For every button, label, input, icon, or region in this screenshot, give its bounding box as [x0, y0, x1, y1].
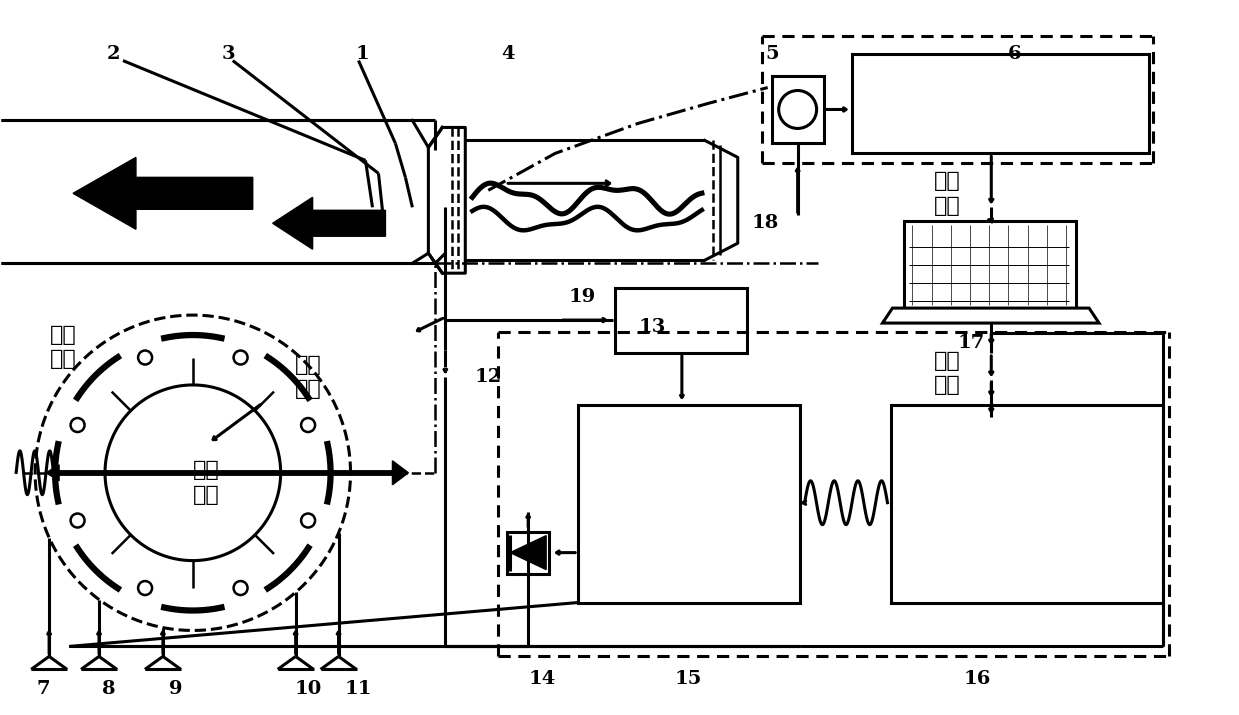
Text: 19: 19	[569, 288, 596, 306]
Text: 6: 6	[1007, 44, 1021, 63]
Text: 细节
展示: 细节 展示	[295, 355, 322, 400]
Text: 16: 16	[964, 671, 991, 689]
Polygon shape	[273, 197, 385, 250]
Polygon shape	[393, 460, 409, 485]
Text: 远程
控制: 远程 控制	[934, 350, 960, 395]
Polygon shape	[904, 221, 1077, 308]
Text: 5: 5	[764, 44, 778, 63]
Polygon shape	[882, 308, 1099, 323]
Text: 13: 13	[638, 318, 665, 336]
Bar	[507, 532, 549, 573]
Text: 14: 14	[529, 671, 556, 689]
Bar	[851, 54, 1149, 154]
Text: 9: 9	[169, 681, 182, 699]
Text: 2: 2	[107, 44, 120, 63]
Bar	[892, 405, 1163, 603]
Text: 10: 10	[295, 681, 322, 699]
Text: 真空
系统: 真空 系统	[50, 325, 77, 370]
Text: 1: 1	[356, 44, 369, 63]
Bar	[615, 288, 747, 353]
Text: 4: 4	[502, 44, 515, 63]
Bar	[772, 76, 824, 144]
Text: 3: 3	[222, 44, 235, 63]
Text: 17: 17	[958, 334, 985, 352]
Text: 7: 7	[36, 681, 50, 699]
Text: 15: 15	[674, 671, 701, 689]
Text: 12: 12	[475, 368, 502, 386]
Bar	[579, 405, 799, 603]
Polygon shape	[73, 157, 253, 230]
Text: 数据
处理: 数据 处理	[934, 171, 960, 216]
Text: 高温
气流: 高温 气流	[192, 460, 219, 506]
Polygon shape	[46, 465, 59, 480]
Text: 11: 11	[344, 681, 372, 699]
Text: 18: 18	[751, 214, 778, 232]
Text: 8: 8	[103, 681, 115, 699]
Polygon shape	[510, 536, 546, 570]
